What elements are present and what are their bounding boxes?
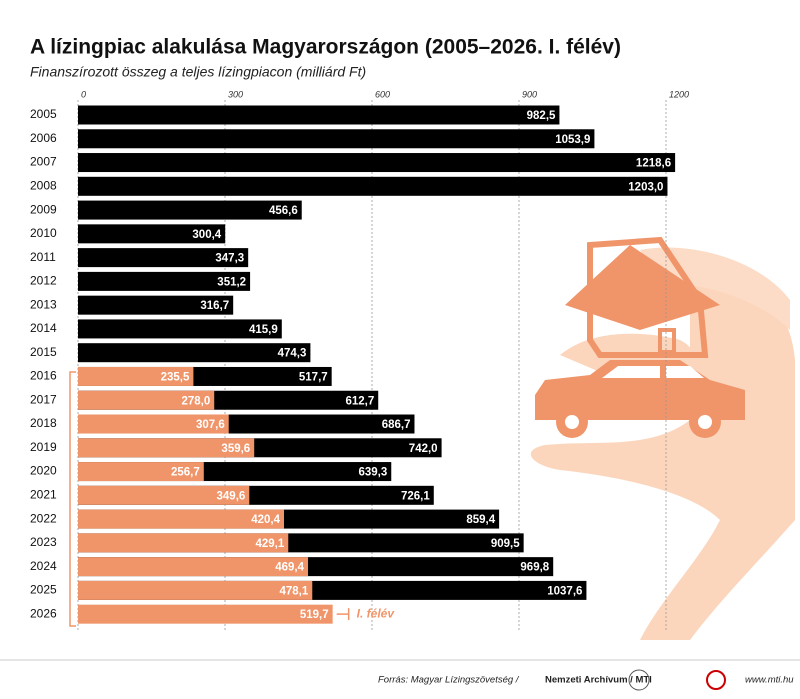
bar bbox=[78, 366, 194, 386]
bar bbox=[78, 105, 560, 125]
bar bbox=[78, 509, 284, 529]
value-label: 1053,9 bbox=[555, 134, 590, 146]
y-tick-label: 2019 bbox=[30, 440, 57, 454]
value-label: 351,2 bbox=[217, 276, 246, 288]
value-label: 742,0 bbox=[409, 443, 438, 455]
bar bbox=[78, 248, 249, 268]
bar bbox=[78, 438, 255, 458]
y-tick-label: 2010 bbox=[30, 226, 57, 240]
value-label: 456,6 bbox=[269, 205, 298, 217]
y-tick-label: 2020 bbox=[30, 464, 57, 478]
logo bbox=[706, 670, 726, 690]
value-label: 278,0 bbox=[181, 395, 210, 407]
bar bbox=[78, 557, 309, 577]
value-label: 349,6 bbox=[217, 490, 246, 502]
value-label: 859,4 bbox=[466, 514, 495, 526]
value-label: 909,5 bbox=[491, 538, 520, 550]
y-tick-label: 2009 bbox=[30, 202, 57, 216]
value-label: 612,7 bbox=[345, 395, 374, 407]
value-label: 474,3 bbox=[278, 348, 307, 360]
value-label: 1203,0 bbox=[628, 181, 663, 193]
y-tick-label: 2008 bbox=[30, 178, 57, 192]
annotation-pointer bbox=[336, 608, 350, 621]
y-tick-label: 2025 bbox=[30, 583, 57, 597]
y-tick-label: 2023 bbox=[30, 535, 57, 549]
bar bbox=[78, 176, 668, 196]
bar bbox=[78, 533, 289, 553]
value-label: 519,7 bbox=[300, 609, 329, 621]
bar bbox=[78, 343, 311, 363]
bar bbox=[78, 224, 226, 244]
value-label: 478,1 bbox=[279, 585, 308, 597]
y-tick-label: 2013 bbox=[30, 297, 57, 311]
x-tick-label: 900 bbox=[522, 89, 537, 99]
logo bbox=[628, 669, 650, 691]
bar bbox=[78, 604, 333, 624]
x-tick-label: 1200 bbox=[669, 89, 689, 99]
bar bbox=[78, 153, 676, 173]
value-label: 469,4 bbox=[275, 562, 304, 574]
value-label: 316,7 bbox=[200, 300, 229, 312]
value-label: 420,4 bbox=[251, 514, 280, 526]
value-label: 639,3 bbox=[358, 467, 387, 479]
value-label: 517,7 bbox=[299, 372, 328, 384]
y-tick-label: 2018 bbox=[30, 416, 57, 430]
value-label: 256,7 bbox=[171, 467, 200, 479]
x-tick-label: 600 bbox=[375, 89, 390, 99]
value-label: 235,5 bbox=[161, 372, 190, 384]
bar bbox=[78, 390, 215, 410]
y-tick-label: 2021 bbox=[30, 487, 57, 501]
y-tick-label: 2022 bbox=[30, 511, 57, 525]
value-label: 347,3 bbox=[215, 253, 244, 265]
value-label: 300,4 bbox=[192, 229, 221, 241]
annotation: I. félév bbox=[357, 606, 396, 620]
value-label: 415,9 bbox=[249, 324, 278, 336]
y-tick-label: 2016 bbox=[30, 369, 57, 383]
bar bbox=[78, 295, 234, 315]
y-tick-label: 2015 bbox=[30, 345, 57, 359]
chart-subtitle: Finanszírozott összeg a teljes lízingpia… bbox=[30, 64, 366, 80]
bar bbox=[78, 319, 282, 339]
bar bbox=[78, 271, 251, 291]
value-label: 969,8 bbox=[520, 562, 549, 574]
bar bbox=[78, 200, 302, 220]
value-label: 1037,6 bbox=[547, 585, 582, 597]
y-tick-label: 2026 bbox=[30, 606, 57, 620]
y-tick-label: 2012 bbox=[30, 274, 57, 288]
y-tick-label: 2006 bbox=[30, 131, 57, 145]
y-tick-label: 2007 bbox=[30, 155, 57, 169]
value-label: 359,6 bbox=[221, 443, 250, 455]
footer-source-bold: Nemzeti Archívum / MTI bbox=[545, 675, 652, 686]
bar bbox=[78, 462, 204, 482]
value-label: 429,1 bbox=[255, 538, 284, 550]
bar bbox=[78, 414, 229, 434]
value-label: 726,1 bbox=[401, 490, 430, 502]
bracket bbox=[69, 371, 76, 627]
bar bbox=[78, 129, 595, 149]
y-tick-label: 2011 bbox=[30, 250, 56, 264]
x-tick-label: 300 bbox=[228, 89, 243, 99]
footer-source: Forrás: Magyar Lízingszövetség / bbox=[378, 675, 520, 686]
y-tick-label: 2005 bbox=[30, 107, 57, 121]
footer-url: www.mti.hu bbox=[745, 675, 794, 686]
x-tick-label: 0 bbox=[81, 89, 86, 99]
chart-title: A lízingpiac alakulása Magyarországon (2… bbox=[30, 36, 621, 59]
illustration bbox=[530, 236, 795, 640]
bar bbox=[78, 485, 250, 505]
value-label: 982,5 bbox=[527, 110, 556, 122]
y-tick-label: 2017 bbox=[30, 392, 57, 406]
y-tick-label: 2024 bbox=[30, 559, 57, 573]
value-label: 686,7 bbox=[382, 419, 411, 431]
bar bbox=[78, 580, 313, 600]
value-label: 1218,6 bbox=[636, 158, 671, 170]
value-label: 307,6 bbox=[196, 419, 225, 431]
y-tick-label: 2014 bbox=[30, 321, 57, 335]
